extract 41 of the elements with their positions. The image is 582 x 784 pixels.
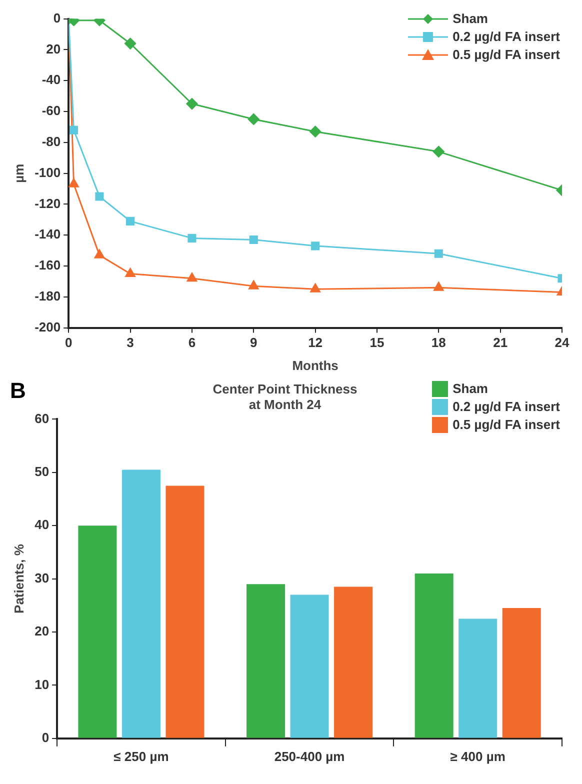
chart-title: Center Point Thickness at Month 24 [212, 381, 358, 412]
y-tick-label: -40 [42, 72, 61, 88]
y-tick-label: -60 [42, 103, 61, 118]
y-tick-label: 60 [34, 410, 50, 426]
legend-label: 0.5 µg/d FA insert [452, 46, 560, 63]
legend-label: 0.5 µg/d FA insert [452, 416, 560, 433]
x-tick-label: ≤ 250 µm [114, 748, 169, 764]
x-tick-label: 9 [250, 335, 258, 350]
legend-label: 0.2 µg/d FA insert [452, 398, 560, 415]
y-tick-label: 20 [46, 41, 61, 56]
y-tick-label: -180 [34, 288, 61, 304]
y-axis-title: µm [11, 164, 26, 183]
x-tick-label: ≥ 400 µm [450, 748, 506, 764]
x-tick-label: 21 [493, 335, 508, 350]
y-tick-label: -120 [34, 196, 61, 211]
y-tick-label: 30 [34, 570, 50, 586]
x-tick-label: 250-400 µm [274, 748, 345, 764]
x-axis-title: Months [292, 358, 338, 373]
legend-label: Sham [452, 10, 488, 27]
x-tick-label: 15 [370, 335, 384, 350]
x-tick-label: 24 [554, 335, 570, 350]
y-tick-label: -80 [42, 134, 61, 149]
y-tick-label: 40 [34, 517, 50, 532]
y-tick-label: 50 [34, 464, 50, 479]
x-tick-label: 0 [65, 335, 72, 350]
text: B [10, 378, 26, 404]
y-tick-label: -140 [34, 226, 61, 242]
y-tick-label: -100 [34, 164, 61, 180]
x-tick-label: 12 [308, 335, 323, 350]
y-tick-label: -200 [34, 319, 61, 334]
x-tick-label: 18 [431, 335, 446, 350]
y-tick-label: 0 [53, 10, 61, 26]
x-tick-label: 3 [126, 335, 134, 350]
x-tick-label: 6 [188, 335, 196, 350]
y-tick-label: -160 [34, 258, 61, 273]
y-tick-label: 0 [42, 730, 50, 745]
y-tick-label: 20 [34, 624, 50, 639]
y-axis-title: Patients, % [11, 544, 26, 614]
legend-label: 0.2 µg/d FA insert [452, 28, 560, 45]
y-tick-label: 10 [34, 676, 50, 692]
legend-label: Sham [452, 380, 488, 397]
